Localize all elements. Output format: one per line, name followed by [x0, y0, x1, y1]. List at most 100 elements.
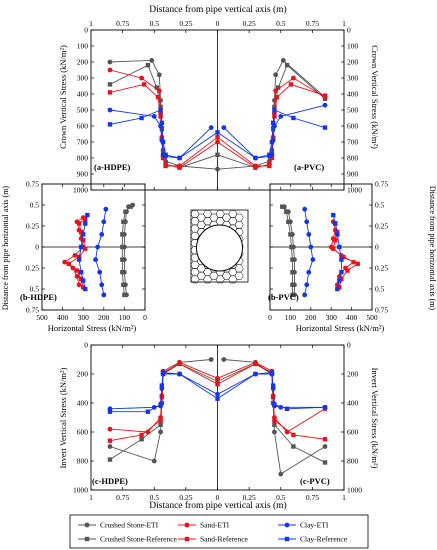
- horizontal-HDPE-y-tick-label: 0.5: [30, 201, 40, 210]
- data-point: [139, 437, 144, 442]
- data-point: [267, 163, 272, 169]
- crown-y-tick-label-left: 800: [77, 154, 89, 163]
- crown-y-tick-label-right: 500: [347, 106, 359, 115]
- invert-series-sand-reference: [107, 361, 328, 443]
- data-point: [177, 155, 182, 161]
- invert-y-tick-label-right: 600: [347, 428, 359, 437]
- panel-label-a-hdpe: (a-HDPE): [94, 162, 131, 172]
- invert-y-tick-label-left: 800: [77, 457, 89, 466]
- top-x-axis-title: Distance from pipe vertical axis (m): [149, 4, 286, 15]
- horizontal-PVC-y-tick-label: 0.75: [375, 180, 388, 189]
- crown-y-tick-label-left: 100: [77, 42, 89, 51]
- series-line: [217, 363, 326, 463]
- horizontal-HDPE-y-tick-label: 0.5: [30, 285, 40, 294]
- legend-items: Crushed Stone-ETI Sand-ETI Clay-ETI Crushed…: [78, 521, 348, 544]
- data-point: [221, 357, 227, 362]
- legend-label: Crushed Stone-Reference: [100, 535, 178, 544]
- data-point: [322, 437, 328, 442]
- data-point: [284, 209, 289, 214]
- crown-y-tick-label-right: 300: [347, 74, 359, 83]
- horizontal-PVC-series-clay-reference: [331, 212, 344, 292]
- invert-x-tick-label: 0.25: [179, 493, 192, 502]
- data-point: [107, 90, 113, 95]
- data-point: [208, 125, 214, 130]
- data-point: [215, 152, 220, 157]
- horizontal-PVC-series-crushed-stone-reference: [280, 204, 295, 298]
- data-point: [160, 370, 166, 375]
- data-point: [83, 286, 88, 292]
- horizontal-PVC-series-sand-reference: [331, 221, 360, 290]
- series-line: [109, 109, 218, 159]
- series-line: [217, 109, 326, 159]
- horizontal-PVC-x-tick-label: 100: [285, 313, 297, 322]
- crown-y-tick-label-right: 0: [347, 26, 351, 35]
- data-point: [159, 120, 165, 125]
- data-point: [120, 257, 125, 262]
- data-point: [253, 371, 258, 377]
- data-point: [333, 221, 338, 226]
- horizontal-PVC-y-tick-label: 0.5: [375, 201, 385, 210]
- legend-marker-circle: [184, 522, 190, 528]
- data-point: [158, 422, 163, 427]
- data-point: [339, 257, 344, 262]
- data-point: [97, 269, 103, 275]
- data-point: [335, 286, 340, 292]
- data-point: [158, 402, 163, 407]
- data-point: [273, 88, 279, 94]
- invert-x-tick-label: 0.25: [243, 493, 256, 502]
- data-point: [269, 155, 275, 161]
- crown-x-tick-label: 1: [342, 19, 346, 28]
- data-point: [107, 426, 113, 432]
- invert-y-tick-label-right: 1000: [347, 486, 362, 495]
- data-point: [76, 221, 82, 226]
- invert-y-tick-label-left: 1000: [73, 486, 88, 495]
- horizontal-HDPE-y-tick-label: 0.75: [26, 180, 39, 189]
- invert-y-tick-label-right: 400: [347, 399, 359, 408]
- crown-series-clay-reference: [107, 107, 328, 161]
- data-point: [355, 261, 360, 266]
- invert-x-tick-label: 1: [342, 493, 346, 502]
- data-point: [278, 114, 284, 119]
- data-point: [215, 135, 220, 140]
- invert-x-tick-label: 0: [216, 493, 220, 502]
- crown-y-tick-label-right: 200: [347, 58, 359, 67]
- data-point: [74, 268, 80, 273]
- data-point: [269, 370, 275, 375]
- data-point: [208, 357, 214, 362]
- data-point: [160, 155, 166, 161]
- mid-y-axis-title-right: Distance from pipe horizontal axis (m): [428, 186, 437, 311]
- mid-x-axis-title-right: Horizontal Stress (kN/m²): [296, 323, 385, 333]
- data-point: [107, 67, 113, 73]
- data-point: [291, 444, 296, 449]
- data-point: [72, 253, 78, 258]
- data-point: [322, 405, 328, 410]
- data-point: [155, 95, 161, 100]
- horizontal-HDPE-x-tick-label: 300: [78, 313, 90, 322]
- data-point: [156, 88, 162, 94]
- pipe-diagram: [190, 209, 249, 284]
- data-point: [215, 166, 220, 172]
- hexagon-cell: [228, 275, 238, 284]
- data-point: [107, 409, 113, 414]
- horizontal-PVC-x-tick-label: 400: [346, 313, 358, 322]
- invert-y-tick-label-left: 400: [77, 399, 89, 408]
- data-point: [276, 85, 281, 90]
- data-point: [95, 244, 101, 250]
- invert-x-tick-label: 0.5: [276, 493, 286, 502]
- data-point: [253, 361, 258, 367]
- horizontal-PVC-x-tick-label: 0: [268, 313, 272, 322]
- series-line: [68, 218, 86, 288]
- data-point: [120, 232, 125, 237]
- horizontal-PVC-x-tick-label: 500: [366, 313, 378, 322]
- legend-marker-square: [284, 536, 290, 542]
- data-point: [159, 383, 165, 388]
- data-point: [308, 244, 314, 250]
- legend-marker-square: [84, 536, 90, 542]
- horizontal-HDPE-series-clay-reference: [76, 212, 90, 292]
- data-point: [291, 75, 296, 81]
- crown-y-tick-label-left: 600: [77, 122, 89, 131]
- data-point: [304, 219, 310, 225]
- bottom-x-axis-title: Distance from pipe vertical axis (m): [149, 500, 286, 511]
- data-point: [74, 274, 80, 279]
